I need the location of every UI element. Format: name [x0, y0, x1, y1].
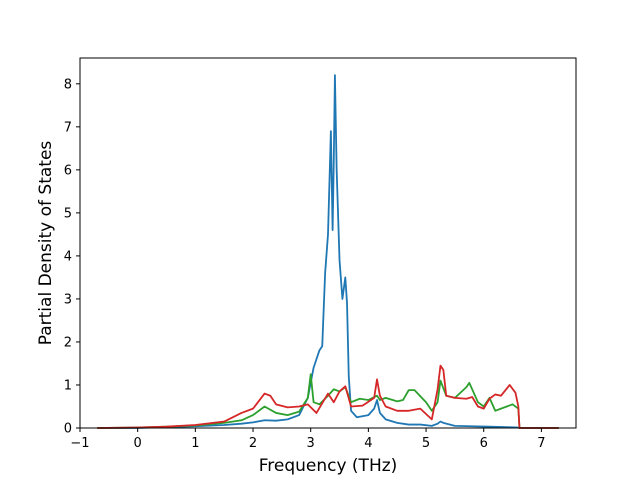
y-tick-label: 5 — [64, 206, 72, 221]
y-tick-label: 2 — [64, 335, 72, 350]
y-axis-label: Partial Density of States — [36, 141, 56, 346]
x-tick-label: 3 — [307, 436, 315, 451]
y-tick-label: 6 — [64, 163, 72, 178]
x-tick-label: 7 — [537, 436, 545, 451]
y-tick-label: 3 — [64, 292, 72, 307]
y-tick-label: 8 — [64, 77, 72, 92]
y-tick-label: 1 — [64, 378, 72, 393]
x-tick-label: 4 — [364, 436, 372, 451]
x-axis-label: Frequency (THz) — [259, 456, 398, 476]
y-tick-label: 4 — [64, 249, 72, 264]
x-tick-label: 1 — [191, 436, 199, 451]
x-tick-label: 0 — [134, 436, 142, 451]
x-tick-label: 2 — [249, 436, 257, 451]
series-layer — [97, 74, 559, 429]
plot-frame — [79, 57, 577, 429]
x-tick-label: 6 — [480, 436, 488, 451]
x-tick-label: 5 — [422, 436, 430, 451]
y-tick-label: 7 — [64, 120, 72, 135]
series-line-3 — [97, 364, 559, 429]
y-axis: 0 1 2 3 4 5 6 7 8 — [64, 77, 80, 437]
x-tick-label: −1 — [70, 436, 89, 451]
x-axis: −1 0 1 2 3 4 5 6 7 — [70, 428, 546, 451]
y-tick-label: 0 — [64, 422, 72, 437]
series-line-2 — [97, 373, 559, 429]
series-line-1 — [97, 74, 559, 429]
